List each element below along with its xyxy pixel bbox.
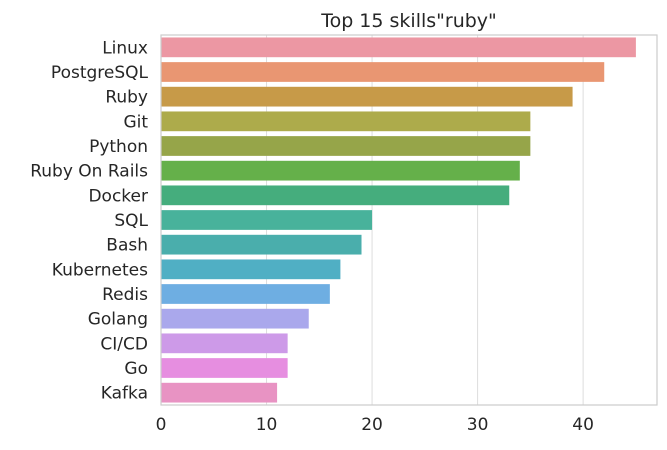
bar <box>161 111 531 132</box>
category-label: Linux <box>102 38 148 58</box>
x-tick-label: 10 <box>256 415 278 435</box>
category-label: Kubernetes <box>52 260 148 280</box>
category-labels: Linux PostgreSQL Ruby Git Python Ruby On Rail… <box>30 38 148 403</box>
bar <box>161 284 330 304</box>
bar <box>161 210 373 230</box>
category-label: Kafka <box>101 384 148 404</box>
bar <box>161 259 341 280</box>
category-label: PostgreSQL <box>51 63 149 83</box>
category-label: SQL <box>114 211 148 231</box>
x-tick-label: 40 <box>572 415 594 435</box>
plot-frame <box>160 34 658 406</box>
bar <box>161 308 309 329</box>
category-label: CI/CD <box>100 334 148 354</box>
category-label: Git <box>123 112 148 132</box>
bar <box>161 160 520 181</box>
x-tick-labels: 0 10 20 30 40 <box>156 415 594 435</box>
bar <box>161 234 362 255</box>
bar <box>161 382 278 403</box>
bar <box>161 86 573 107</box>
bars <box>161 37 636 403</box>
plot-border <box>160 34 658 406</box>
category-label: Redis <box>102 285 148 305</box>
category-label: Python <box>89 137 148 157</box>
bar <box>161 136 531 156</box>
bar <box>161 358 288 378</box>
chart-title: Top 15 skills"ruby" <box>320 10 497 32</box>
category-label: Go <box>124 359 148 379</box>
category-label: Docker <box>88 186 148 206</box>
x-tick-label: 30 <box>467 415 489 435</box>
category-label: Bash <box>106 236 148 256</box>
category-label: Golang <box>88 310 148 330</box>
category-label: Ruby On Rails <box>30 162 148 182</box>
bar <box>161 62 605 82</box>
bar <box>161 185 510 206</box>
x-tick-label: 0 <box>156 415 167 435</box>
category-label: Ruby <box>105 88 148 108</box>
bar <box>161 333 288 354</box>
x-tick-label: 20 <box>361 415 383 435</box>
bar <box>161 37 636 58</box>
